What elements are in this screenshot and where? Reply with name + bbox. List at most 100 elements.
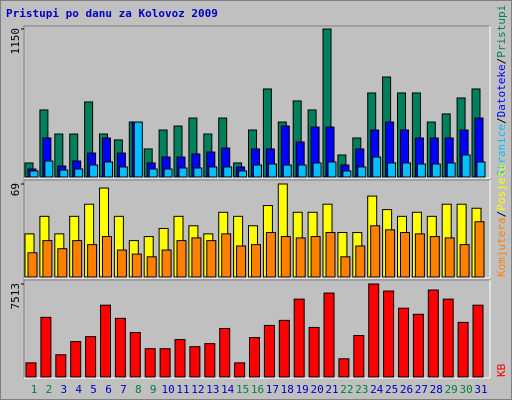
bar xyxy=(174,339,186,378)
bar xyxy=(104,161,113,178)
legend-entry: Pristupi xyxy=(495,5,508,58)
legend-entry: Datoteke xyxy=(495,64,508,117)
bar xyxy=(176,240,187,278)
bar xyxy=(325,232,336,278)
bar xyxy=(191,237,202,278)
x-tick-label: 4 xyxy=(75,383,82,396)
legend-entry: Stranice xyxy=(495,124,508,177)
bar xyxy=(412,313,424,378)
bar xyxy=(72,240,83,278)
bar xyxy=(146,256,157,278)
legend: KB xyxy=(495,363,508,377)
bar xyxy=(29,170,39,178)
bar xyxy=(253,164,262,178)
bar xyxy=(144,348,156,378)
bar xyxy=(178,167,188,178)
bar xyxy=(446,162,456,178)
bar xyxy=(372,156,382,178)
x-tick-label: 6 xyxy=(105,383,112,396)
bar xyxy=(114,317,126,378)
bar xyxy=(249,337,260,378)
bar xyxy=(116,249,127,278)
bar xyxy=(133,121,143,178)
x-tick-label: 15 xyxy=(236,383,249,396)
chart-title: Pristupi po danu za Kolovoz 2009 xyxy=(6,7,218,20)
bar xyxy=(40,316,52,378)
x-tick-label: 16 xyxy=(251,383,264,396)
x-tick-label: 3 xyxy=(60,383,67,396)
bar xyxy=(383,290,395,378)
x-tick-label: 20 xyxy=(310,383,323,396)
x-tick-label: 11 xyxy=(176,383,189,396)
x-tick-label: 18 xyxy=(281,383,294,396)
x-tick-label: 30 xyxy=(459,383,472,396)
bar xyxy=(340,256,351,278)
bar xyxy=(204,343,216,378)
bar xyxy=(312,162,322,178)
legend: Stranice/Datoteke/Pristupi xyxy=(495,5,508,177)
bar xyxy=(55,354,67,378)
bar xyxy=(87,244,98,278)
bar xyxy=(251,244,261,278)
legend-entry: Komjutera xyxy=(495,217,508,277)
bar xyxy=(219,327,231,378)
bar xyxy=(476,161,486,178)
bar xyxy=(118,166,128,178)
bar xyxy=(89,164,99,178)
bar xyxy=(459,244,470,278)
bar xyxy=(357,166,367,178)
bar xyxy=(102,236,112,278)
x-tick-label: 27 xyxy=(415,383,428,396)
bar xyxy=(293,298,305,378)
x-tick-label: 24 xyxy=(370,383,384,396)
bar xyxy=(193,167,203,178)
bar xyxy=(263,324,275,378)
bar xyxy=(278,319,290,378)
bar xyxy=(27,252,38,278)
bar xyxy=(342,170,352,178)
bar xyxy=(163,168,173,178)
bar xyxy=(208,166,218,178)
x-tick-label: 8 xyxy=(135,383,142,396)
x-tick-label: 19 xyxy=(296,383,309,396)
bar xyxy=(444,237,455,278)
bar xyxy=(234,362,246,378)
bar xyxy=(310,236,321,278)
bar xyxy=(295,237,306,278)
bar xyxy=(385,229,396,278)
bar xyxy=(129,332,141,378)
bar xyxy=(44,160,54,178)
bar xyxy=(74,168,84,178)
x-tick-label: 12 xyxy=(191,383,204,396)
bar xyxy=(267,163,277,178)
bar xyxy=(131,253,142,278)
bar xyxy=(148,168,158,178)
bar xyxy=(189,346,201,378)
x-tick-label: 26 xyxy=(400,383,413,396)
bar xyxy=(461,154,471,178)
legend-entry: KB xyxy=(495,363,508,377)
bar xyxy=(238,170,248,178)
x-tick-label: 1 xyxy=(31,383,38,396)
x-tick-label: 5 xyxy=(90,383,97,396)
x-tick-label: 17 xyxy=(266,383,279,396)
x-tick-label: 2 xyxy=(46,383,53,396)
x-tick-label: 29 xyxy=(445,383,458,396)
bar xyxy=(368,283,380,378)
bar xyxy=(327,161,337,178)
legend-separator: / xyxy=(495,117,508,124)
x-tick-label: 9 xyxy=(150,383,157,396)
x-tick-label: 13 xyxy=(206,383,219,396)
x-tick-label: 28 xyxy=(430,383,443,396)
bar xyxy=(42,240,53,278)
bar xyxy=(70,341,82,378)
x-tick-label: 25 xyxy=(385,383,398,396)
bar xyxy=(400,232,410,278)
x-tick-label: 22 xyxy=(340,383,353,396)
bar xyxy=(59,169,69,178)
bar xyxy=(206,240,217,278)
y-tick-label: 7513 xyxy=(9,283,22,310)
bar xyxy=(387,162,397,178)
bar xyxy=(100,304,111,378)
bar xyxy=(221,233,232,278)
